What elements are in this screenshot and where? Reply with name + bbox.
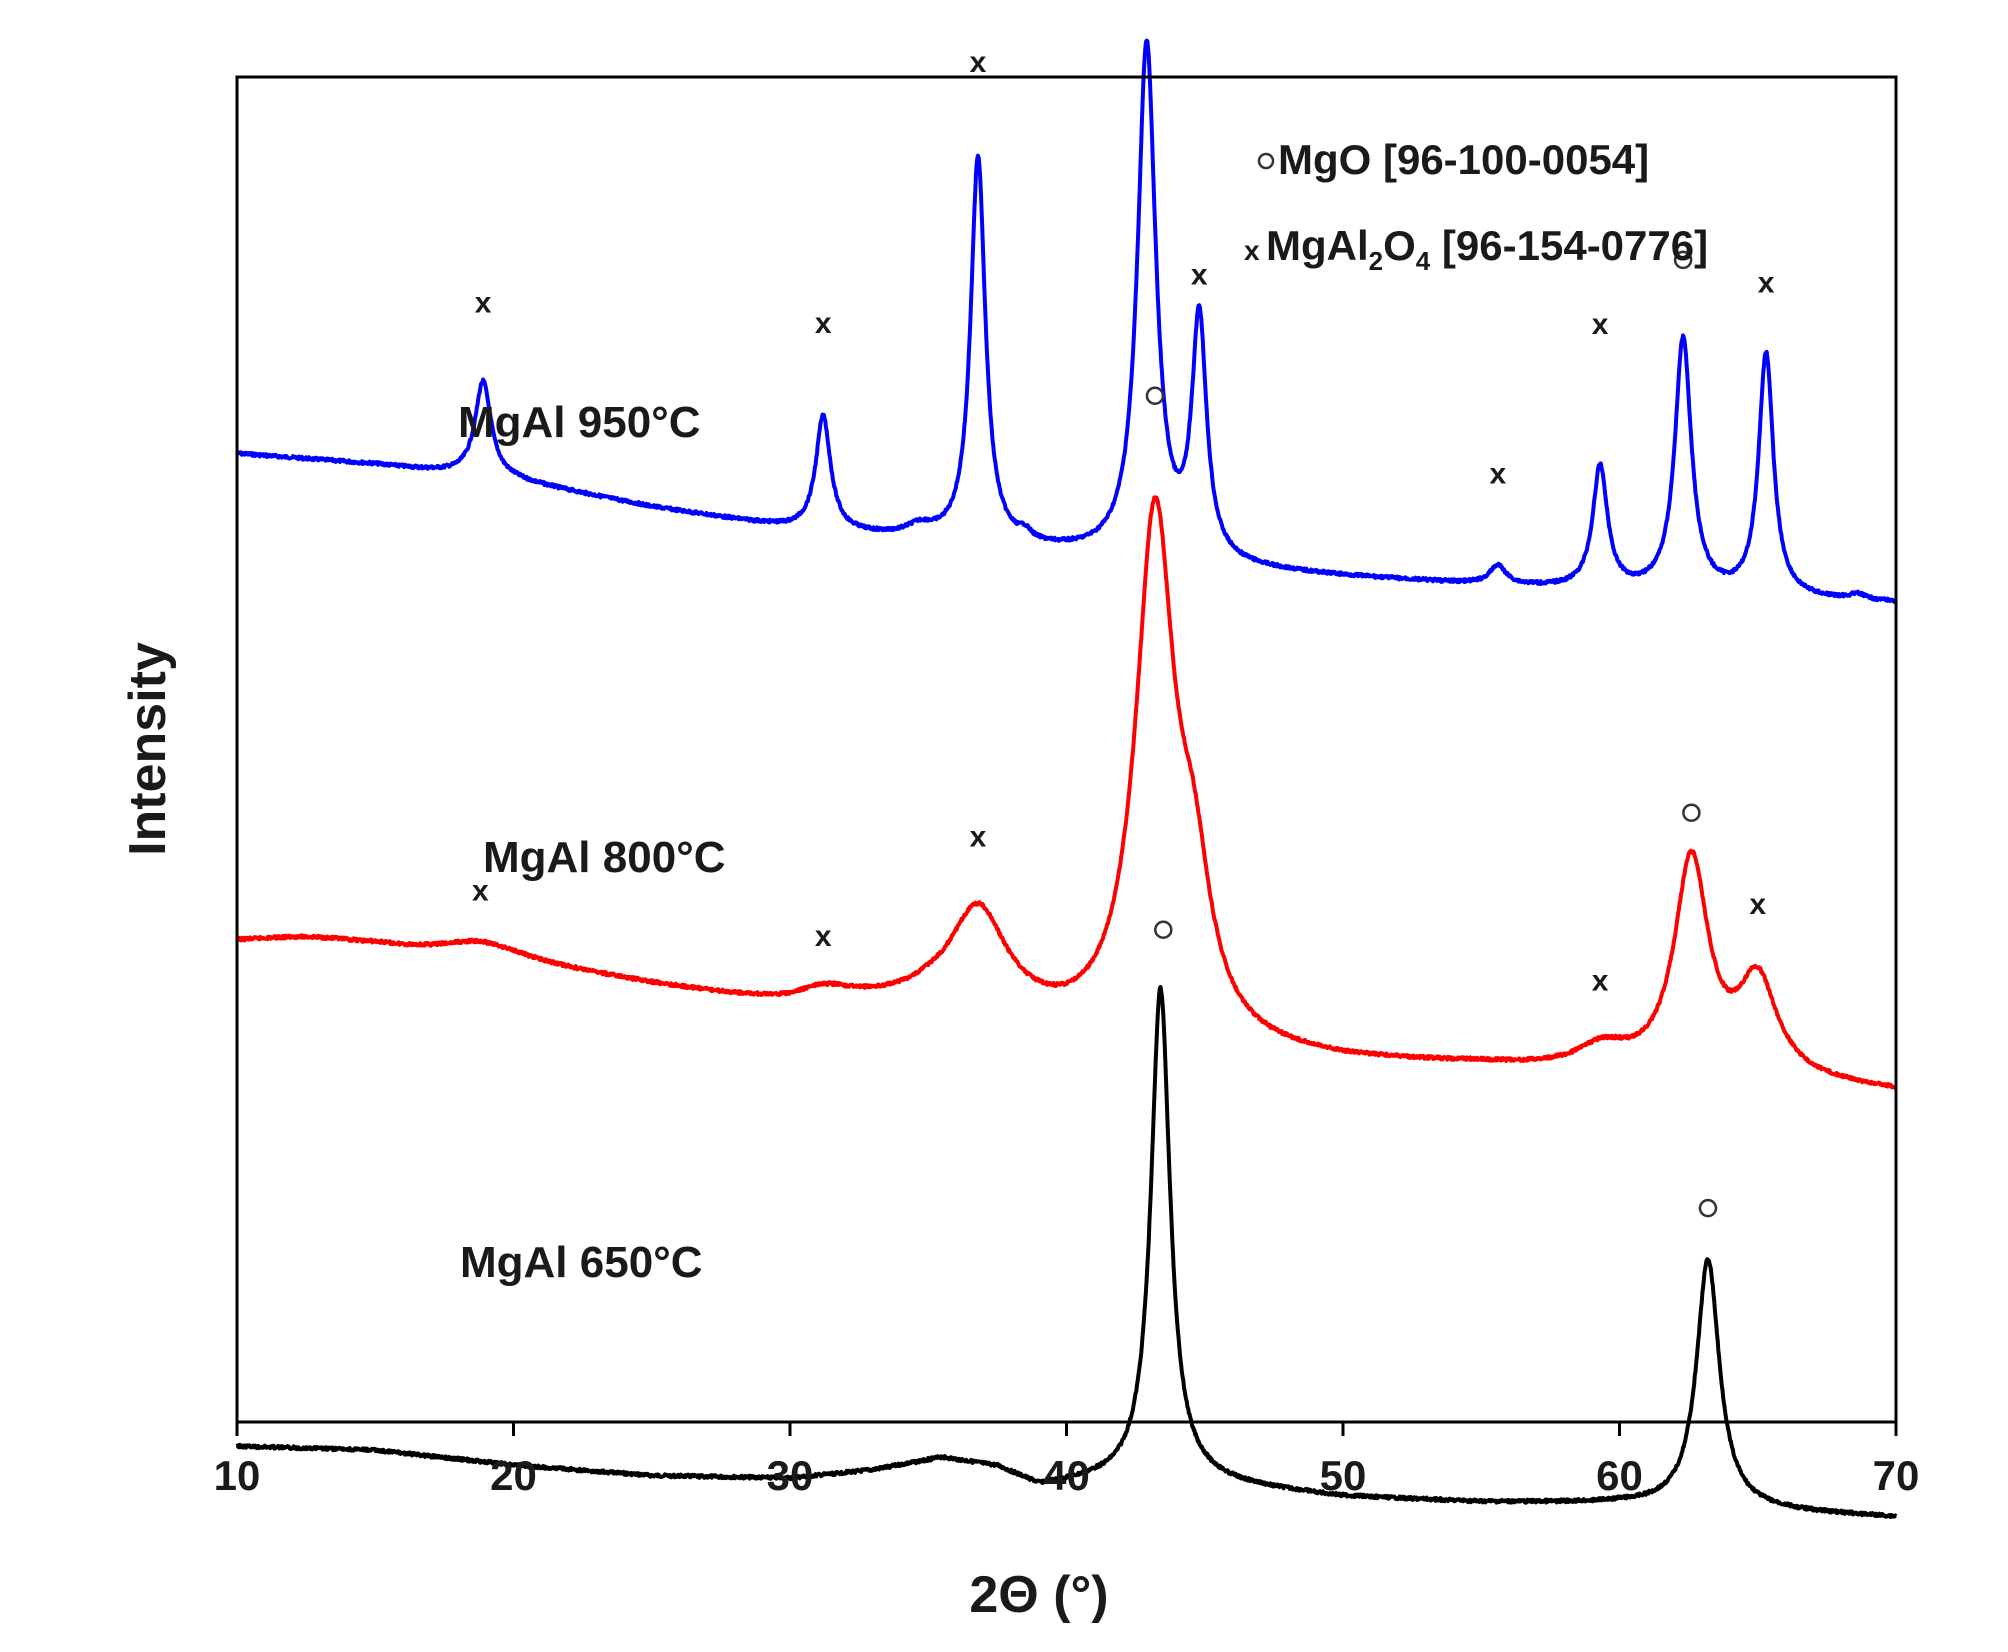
- mgal2o4-peak-marker: x: [472, 874, 489, 907]
- x-axis-label: 2Θ (°): [969, 1566, 1108, 1624]
- mgo-peak-marker: [1673, 250, 1693, 270]
- series-label-800: MgAl 800°C: [483, 833, 726, 882]
- series-line-950: [235, 38, 1898, 604]
- x-tick-label: 70: [1873, 1452, 1920, 1499]
- mgal2o4-peak-marker: x: [970, 821, 987, 854]
- series-line-800: [235, 495, 1898, 1090]
- x-tick-label: 10: [214, 1452, 261, 1499]
- series-layer: [235, 38, 1898, 1519]
- legend: MgO [96-100-0054] x MgAl2O4 [96-154-0776…: [1244, 136, 1708, 276]
- legend-mgal2o4-symbol: x: [1244, 235, 1260, 266]
- legend-mgo-symbol: [1257, 152, 1275, 170]
- mgo-peak-marker: [1154, 920, 1173, 939]
- mgo-peak-marker: [1698, 1198, 1718, 1218]
- mgo-peak-marker: [1682, 803, 1701, 822]
- legend-mgal2o4-sub2: 4: [1416, 246, 1431, 276]
- legend-mgal2o4-mid: O: [1383, 222, 1416, 269]
- legend-mgal2o4-end: [96-154-0776]: [1430, 222, 1708, 269]
- mgo-peak-marker: [1145, 386, 1165, 406]
- legend-mgal2o4-sub1: 2: [1369, 246, 1383, 276]
- mgal2o4-peak-marker: x: [970, 46, 987, 79]
- legend-mgo-text: MgO [96-100-0054]: [1278, 136, 1649, 183]
- legend-mgal2o4-main: MgAl: [1266, 222, 1369, 269]
- x-tick-label: 50: [1320, 1452, 1367, 1499]
- x-tick-label: 60: [1596, 1452, 1643, 1499]
- x-tick-label: 30: [767, 1452, 814, 1499]
- series-label-950: MgAl 950°C: [458, 398, 701, 447]
- mgal2o4-peak-marker: x: [1758, 266, 1775, 299]
- mgal2o4-peak-marker: x: [1592, 964, 1609, 997]
- y-axis-label: Intensity: [119, 642, 177, 856]
- series-line-650: [235, 985, 1898, 1519]
- mgal2o4-peak-marker: x: [1592, 308, 1609, 341]
- x-tick-label: 20: [490, 1452, 537, 1499]
- mgal2o4-peak-marker: x: [1489, 457, 1506, 490]
- mgal2o4-peak-marker: x: [815, 307, 832, 340]
- x-axis-ticks: 10 20 30 40 50 60 70: [214, 1422, 1920, 1499]
- legend-mgal2o4-text: MgAl2O4 [96-154-0776]: [1266, 222, 1708, 276]
- series-label-650: MgAl 650°C: [460, 1238, 703, 1287]
- mgal2o4-peak-marker: x: [815, 920, 832, 953]
- mgal2o4-peak-marker: x: [1749, 888, 1766, 921]
- x-tick-label: 40: [1043, 1452, 1090, 1499]
- mgal2o4-peak-marker: x: [475, 287, 492, 320]
- mgal2o4-peak-marker: x: [1191, 258, 1208, 291]
- peak-marker-layer: x x x x x x x x x x x x: [472, 46, 1775, 1218]
